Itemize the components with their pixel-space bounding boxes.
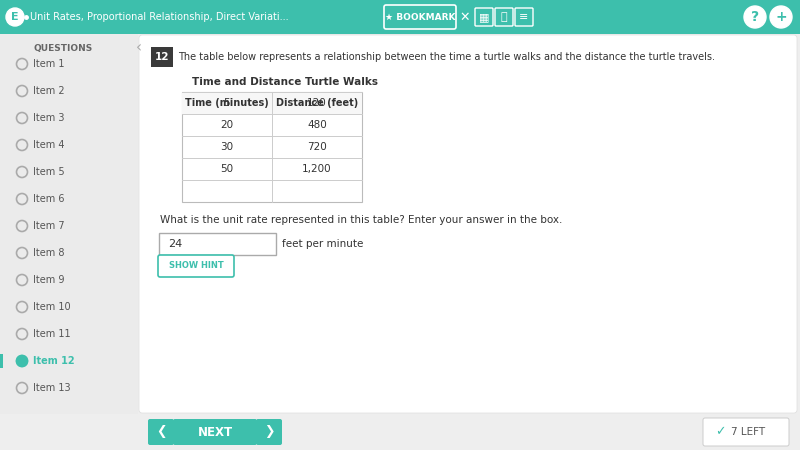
FancyBboxPatch shape <box>0 34 138 414</box>
Circle shape <box>770 6 792 28</box>
Text: Item 10: Item 10 <box>33 302 70 312</box>
Text: Item 12: Item 12 <box>33 356 74 366</box>
Text: QUESTIONS: QUESTIONS <box>34 44 93 53</box>
Text: 12: 12 <box>154 52 170 62</box>
Text: E: E <box>11 12 19 22</box>
Text: Distance (feet): Distance (feet) <box>276 98 358 108</box>
Text: ?: ? <box>751 10 759 24</box>
Text: Item 1: Item 1 <box>33 59 65 69</box>
FancyBboxPatch shape <box>148 419 174 445</box>
Text: ≡: ≡ <box>519 12 529 22</box>
Text: Time (minutes): Time (minutes) <box>185 98 269 108</box>
Text: Item 8: Item 8 <box>33 248 65 258</box>
Text: 120: 120 <box>307 98 327 108</box>
Text: The table below represents a relationship between the time a turtle walks and th: The table below represents a relationshi… <box>178 52 715 62</box>
Text: Item 9: Item 9 <box>33 275 65 285</box>
FancyBboxPatch shape <box>256 419 282 445</box>
Text: ★ BOOKMARK: ★ BOOKMARK <box>385 13 455 22</box>
Text: ✓: ✓ <box>714 426 726 438</box>
Text: Time and Distance Turtle Walks: Time and Distance Turtle Walks <box>192 77 378 87</box>
Circle shape <box>17 356 27 366</box>
FancyBboxPatch shape <box>0 354 3 368</box>
FancyBboxPatch shape <box>384 5 456 29</box>
Text: 24: 24 <box>168 239 182 249</box>
Text: 20: 20 <box>221 120 234 130</box>
Text: What is the unit rate represented in this table? Enter your answer in the box.: What is the unit rate represented in thi… <box>160 215 562 225</box>
FancyBboxPatch shape <box>158 255 234 277</box>
FancyBboxPatch shape <box>159 233 276 255</box>
Text: Item 11: Item 11 <box>33 329 70 339</box>
Text: feet per minute: feet per minute <box>282 239 363 249</box>
Text: +: + <box>775 10 787 24</box>
Circle shape <box>6 8 24 26</box>
Text: 5: 5 <box>224 98 230 108</box>
Text: Item 4: Item 4 <box>33 140 65 150</box>
Text: Item 2: Item 2 <box>33 86 65 96</box>
Text: ‹: ‹ <box>136 40 142 55</box>
Text: Unit Rates, Proportional Relationship, Direct Variati...: Unit Rates, Proportional Relationship, D… <box>30 12 289 22</box>
FancyBboxPatch shape <box>495 8 513 26</box>
FancyBboxPatch shape <box>515 8 533 26</box>
FancyBboxPatch shape <box>703 418 789 446</box>
FancyBboxPatch shape <box>139 35 797 413</box>
Circle shape <box>17 356 27 366</box>
Text: 7 LEFT: 7 LEFT <box>731 427 765 437</box>
Text: ❯: ❯ <box>264 426 274 438</box>
FancyBboxPatch shape <box>182 92 362 114</box>
Text: 720: 720 <box>307 142 327 152</box>
FancyBboxPatch shape <box>173 419 257 445</box>
Text: ⌕: ⌕ <box>501 12 507 22</box>
Text: ▦: ▦ <box>478 12 490 22</box>
Text: 50: 50 <box>221 164 234 174</box>
Text: Item 3: Item 3 <box>33 113 65 123</box>
FancyBboxPatch shape <box>151 47 173 67</box>
FancyBboxPatch shape <box>475 8 493 26</box>
Text: Item 6: Item 6 <box>33 194 65 204</box>
Text: SHOW HINT: SHOW HINT <box>169 261 223 270</box>
Text: ✕: ✕ <box>460 10 470 23</box>
FancyBboxPatch shape <box>0 414 800 450</box>
Text: 1,200: 1,200 <box>302 164 332 174</box>
Text: 480: 480 <box>307 120 327 130</box>
Text: Item 13: Item 13 <box>33 383 70 393</box>
FancyBboxPatch shape <box>0 0 800 34</box>
Text: 30: 30 <box>221 142 234 152</box>
Circle shape <box>744 6 766 28</box>
Text: ❮: ❮ <box>156 426 166 438</box>
Text: NEXT: NEXT <box>198 426 233 438</box>
FancyBboxPatch shape <box>182 92 362 202</box>
Text: Item 7: Item 7 <box>33 221 65 231</box>
Text: Item 5: Item 5 <box>33 167 65 177</box>
